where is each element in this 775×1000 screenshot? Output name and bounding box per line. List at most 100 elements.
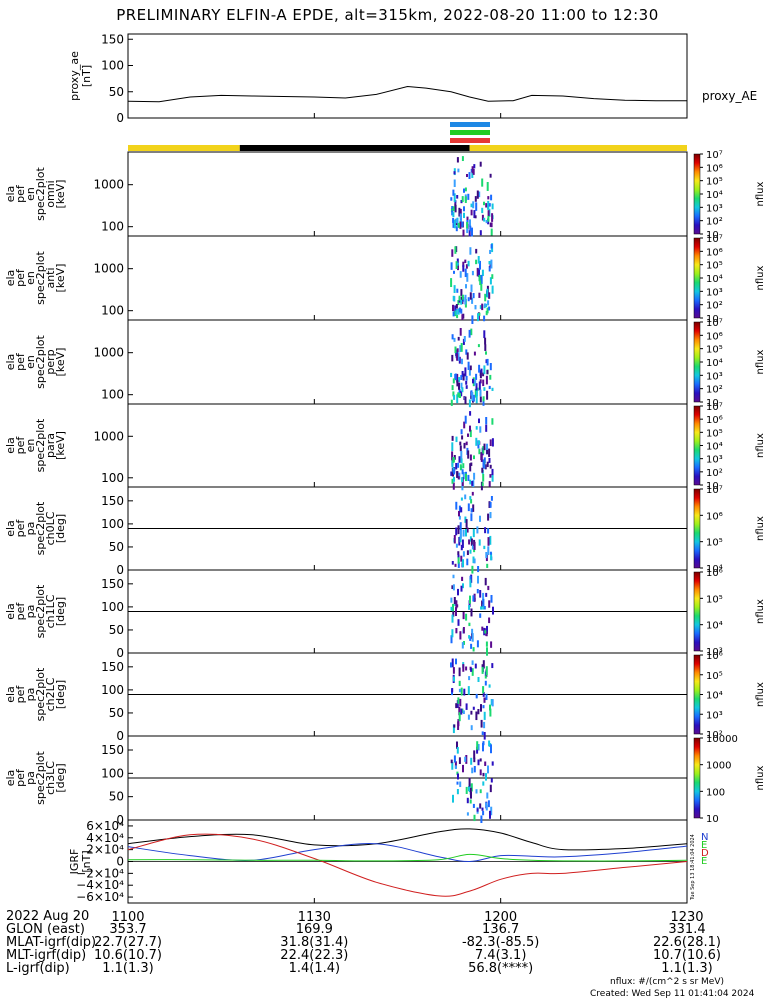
spectrogram-cell — [451, 206, 454, 210]
spectrogram-cell — [463, 688, 466, 696]
spectrogram-cell — [465, 613, 468, 621]
spectrogram-cell — [471, 660, 474, 665]
y-axis-label-line: ela — [4, 603, 17, 620]
spectrogram-cell — [481, 482, 484, 487]
spectrogram-cell — [476, 640, 479, 648]
spectrogram-cell — [453, 171, 456, 175]
spectrogram-cell — [451, 478, 454, 484]
spectrogram-cell — [489, 439, 492, 447]
spectrogram-cell — [491, 761, 494, 766]
spectrogram-cell — [485, 773, 487, 781]
spectrogram-cell — [483, 217, 486, 222]
colorbar-label: nflux — [755, 682, 766, 707]
spectrogram-cell — [452, 206, 455, 212]
spectrogram-cell — [469, 549, 472, 554]
spectrogram-cell — [474, 305, 477, 310]
spectrogram-cell — [455, 436, 458, 443]
spectrogram-cell — [462, 338, 465, 345]
colorbar-tick-label: 10000 — [706, 734, 738, 745]
proxy-ae-series-line — [127, 85, 687, 103]
spectrogram-cell — [452, 457, 455, 463]
spectrogram-cell — [470, 538, 473, 546]
spectrogram-cell — [470, 643, 473, 649]
spectrogram-cell — [488, 385, 491, 390]
spectrogram-cell — [461, 221, 464, 227]
spectrogram-cell — [484, 630, 487, 634]
panel-ela_pef_en_spec2plot_perp: 1000 100 — [93, 319, 688, 405]
spectrogram-cell — [451, 451, 454, 460]
spectrogram-cell — [459, 631, 462, 640]
footer-value: 1.4(1.4) — [288, 961, 341, 976]
spectrogram-cell — [479, 590, 482, 598]
spectrogram-cell — [486, 625, 488, 635]
spectrogram-cell — [490, 194, 493, 201]
spectrogram-cell — [459, 221, 462, 229]
y-axis-label-line: omni — [44, 180, 57, 207]
igrf-series-line-1 — [127, 842, 688, 863]
spectrogram-cell — [488, 600, 491, 608]
spectrogram-cell — [478, 191, 481, 198]
spectrogram-cell — [473, 210, 476, 219]
spectrogram-cell — [453, 285, 456, 293]
spectrogram-cell — [470, 513, 473, 522]
spectrogram-cell — [487, 800, 490, 808]
igrf-legend-entry: E — [701, 856, 707, 867]
spectrogram-cell — [461, 387, 464, 393]
spectrogram-cell — [484, 464, 487, 470]
y-axis-label-line: [keV] — [54, 180, 67, 209]
spectrogram-cell — [487, 528, 490, 534]
spectrogram-cell — [490, 744, 492, 754]
y-tick-label: −2×10⁴ — [76, 866, 124, 880]
spectrogram-cell — [480, 719, 483, 728]
footer-value: 22.6(28.1) — [652, 935, 722, 950]
spectrogram-cell — [456, 700, 459, 708]
igrf-legend-entry: D — [701, 848, 709, 859]
spectrogram-cell — [456, 348, 459, 353]
y-axis-label-proxy_ae: proxy_ae [nT] — [68, 51, 93, 101]
y-axis-label-line: pa — [24, 688, 37, 702]
spectrogram-cell — [460, 497, 463, 501]
spectrogram-cell — [478, 274, 481, 282]
y-axis-label-line: pef — [14, 268, 27, 287]
spectrogram-cell — [457, 557, 460, 564]
spectrogram-cell — [473, 351, 476, 356]
spectrogram-cell — [476, 808, 479, 812]
spectrogram-cell — [482, 474, 485, 482]
spectrogram-cell — [457, 561, 460, 568]
colorbar-label: nflux — [755, 181, 766, 206]
spectrogram-cell — [485, 592, 488, 597]
y-axis-label-line: ela — [4, 520, 17, 537]
spectrogram-cell — [459, 213, 462, 219]
spectrogram-cell — [469, 578, 472, 588]
spectrogram-cell — [462, 764, 464, 773]
spectrogram-cell — [489, 708, 492, 717]
spectrogram-cell — [486, 288, 489, 298]
spectrogram-cell — [469, 636, 472, 641]
spectrogram-cell — [458, 680, 461, 687]
y-axis-label-line: spec2plot — [34, 335, 47, 389]
panel-ela_pef_pa_spec2plot_ch1LC: 150 100 50 0 — [101, 569, 688, 660]
spectrogram-cell — [490, 641, 493, 648]
footer-value: 331.4 — [668, 922, 706, 937]
colorbar-tick-label: 10 — [706, 230, 719, 241]
spectrogram-cell — [486, 390, 489, 400]
colorbar-tick-label: 10⁷ — [706, 402, 723, 413]
y-tick-label: 100 — [101, 220, 124, 234]
spectrogram-cell — [478, 292, 481, 298]
spectrogram-cell — [451, 629, 454, 638]
spectrogram-cell — [469, 247, 472, 255]
colorbar-tick-label: 10⁴ — [706, 442, 723, 453]
colorbar-tick-label: 10⁴ — [706, 274, 723, 285]
spectrogram-cell — [469, 425, 471, 432]
spectrogram-cell — [469, 479, 472, 485]
spectrogram-cell — [474, 388, 477, 398]
spectrogram-cell — [458, 505, 461, 513]
y-axis-label-line: ela — [4, 770, 17, 787]
y-axis-label-line: IGRF — [68, 849, 81, 875]
spectrogram-cell — [470, 508, 473, 513]
spectrogram-cell — [469, 429, 472, 438]
spectrogram-cell — [476, 526, 479, 534]
y-tick-label: 150 — [101, 660, 124, 674]
spectrogram-cell — [479, 280, 482, 286]
